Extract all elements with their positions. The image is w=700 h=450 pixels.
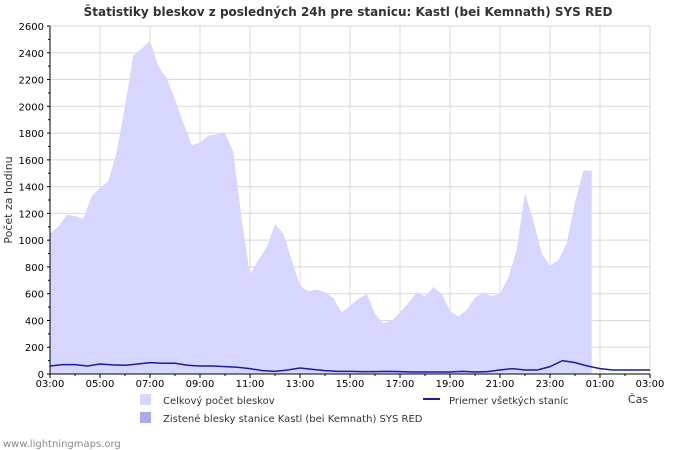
y-tick-label: 1000 bbox=[19, 236, 44, 247]
legend-label-station: Zistené blesky stanice Kastl (bei Kemnat… bbox=[163, 413, 423, 425]
y-tick-label: 0 bbox=[38, 370, 44, 381]
x-tick-label: 13:00 bbox=[286, 379, 315, 390]
y-tick-label: 2400 bbox=[19, 49, 44, 60]
x-tick-label: 23:00 bbox=[536, 379, 565, 390]
legend: Celkový počet bleskov Zistené blesky sta… bbox=[140, 394, 569, 425]
x-tick-label: 17:00 bbox=[386, 379, 415, 390]
legend-label-average: Priemer všetkých staníc bbox=[449, 395, 569, 407]
chart-title: Štatistiky bleskov z posledných 24h pre … bbox=[84, 4, 613, 19]
footer-credit: www.lightningmaps.org bbox=[3, 439, 121, 450]
x-tick-label: 09:00 bbox=[186, 379, 215, 390]
y-tick-label: 2000 bbox=[19, 102, 44, 113]
legend-swatch-station bbox=[140, 412, 151, 423]
y-tick-label: 400 bbox=[25, 316, 44, 327]
y-tick-label: 1200 bbox=[19, 209, 44, 220]
y-axis-ticks: 0 200 400 600 800 1000 1200 1400 1600 1800 2000 220… bbox=[19, 22, 50, 381]
y-tick-label: 800 bbox=[25, 263, 44, 274]
x-tick-label: 15:00 bbox=[336, 379, 365, 390]
y-axis-label: Počet za hodinu bbox=[2, 156, 15, 243]
y-tick-label: 200 bbox=[25, 343, 44, 354]
legend-swatch-total bbox=[140, 394, 151, 405]
x-tick-label: 21:00 bbox=[486, 379, 515, 390]
series-area-total bbox=[50, 40, 592, 374]
x-tick-label: 03:00 bbox=[36, 379, 65, 390]
y-tick-label: 1400 bbox=[19, 183, 44, 194]
x-axis-label: Čas bbox=[628, 393, 648, 406]
y-tick-label: 600 bbox=[25, 290, 44, 301]
x-axis-ticks: 03:00 05:00 07:00 09:00 11:00 13:00 15:00 17:00… bbox=[36, 374, 665, 390]
x-tick-label: 05:00 bbox=[86, 379, 115, 390]
y-tick-label: 2600 bbox=[19, 22, 44, 33]
y-tick-label: 2200 bbox=[19, 76, 44, 87]
x-tick-label: 01:00 bbox=[586, 379, 615, 390]
x-tick-label: 19:00 bbox=[436, 379, 465, 390]
y-tick-label: 1600 bbox=[19, 156, 44, 167]
x-tick-label: 03:00 bbox=[636, 379, 665, 390]
x-tick-label: 07:00 bbox=[136, 379, 165, 390]
y-tick-label: 1800 bbox=[19, 129, 44, 140]
x-tick-label: 11:00 bbox=[236, 379, 265, 390]
series-line-average bbox=[49, 359, 650, 373]
legend-label-total: Celkový počet bleskov bbox=[163, 395, 275, 407]
